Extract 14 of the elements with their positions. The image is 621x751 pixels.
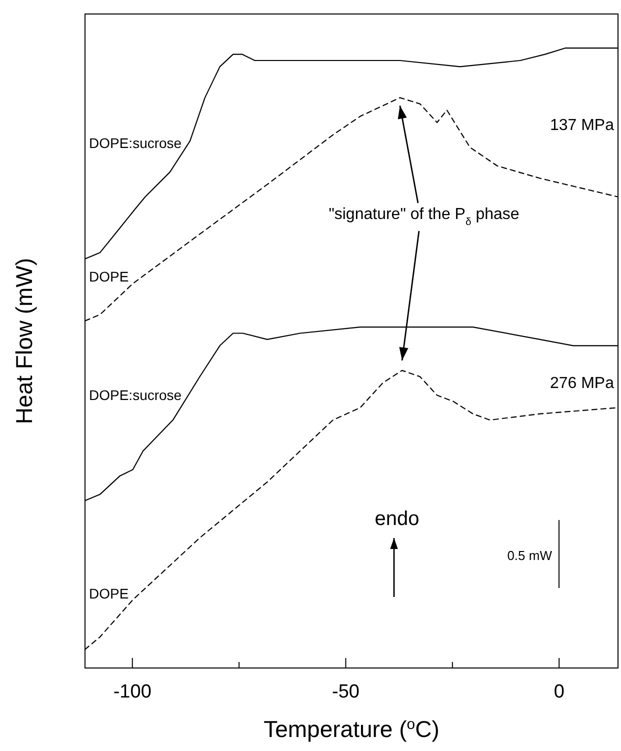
x-tick-label: 0	[554, 681, 564, 702]
series-label: DOPE:sucrose	[89, 387, 182, 404]
annotation: 137 MPa	[550, 117, 614, 134]
series-label: DOPE:sucrose	[89, 135, 182, 152]
x-tick-label: -100	[113, 681, 152, 702]
series-label: DOPE	[89, 585, 129, 602]
y-axis-title: Heat Flow (mW)	[11, 258, 37, 424]
series-label: DOPE	[89, 268, 129, 285]
x-tick-label: -50	[332, 681, 360, 702]
annotation: "signature" of the P$_{δ}$ phase	[328, 206, 520, 228]
annotation: endo	[374, 508, 420, 530]
x-axis-title: Temperature ($^{o}$C)	[264, 716, 440, 742]
annotation: 0.5 mW	[507, 548, 553, 563]
annotation: 276 MPa	[550, 375, 614, 392]
